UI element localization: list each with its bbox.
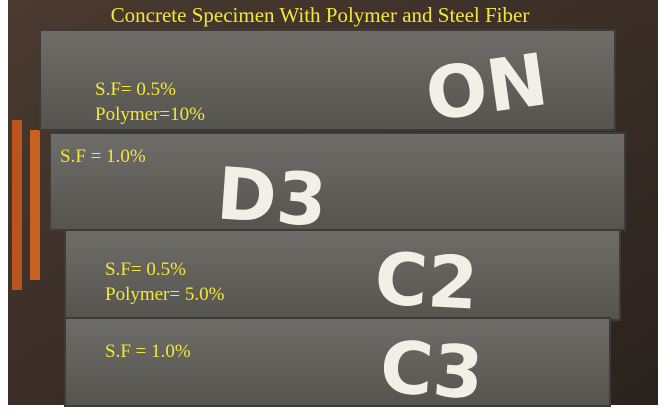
specimen-label: Polymer= 5.0% [105,284,225,305]
specimen-label: S.F= 0.5% [105,259,186,280]
pole [12,120,22,290]
photo: ONS.F= 0.5%Polymer=10%D3S.F = 1.0%C2S.F=… [0,0,666,414]
specimen-label: S.F = 1.0% [105,341,191,362]
specimen-label: S.F= 0.5% [95,79,176,100]
specimen [65,318,610,406]
specimen-label: Polymer=10% [95,104,205,125]
title: Concrete Specimen With Polymer and Steel… [111,3,530,27]
marking: C2 [373,236,480,325]
marking: ON [421,37,553,137]
pole [30,130,40,280]
specimen-label: S.F = 1.0% [60,146,146,167]
marking: C3 [377,325,486,414]
